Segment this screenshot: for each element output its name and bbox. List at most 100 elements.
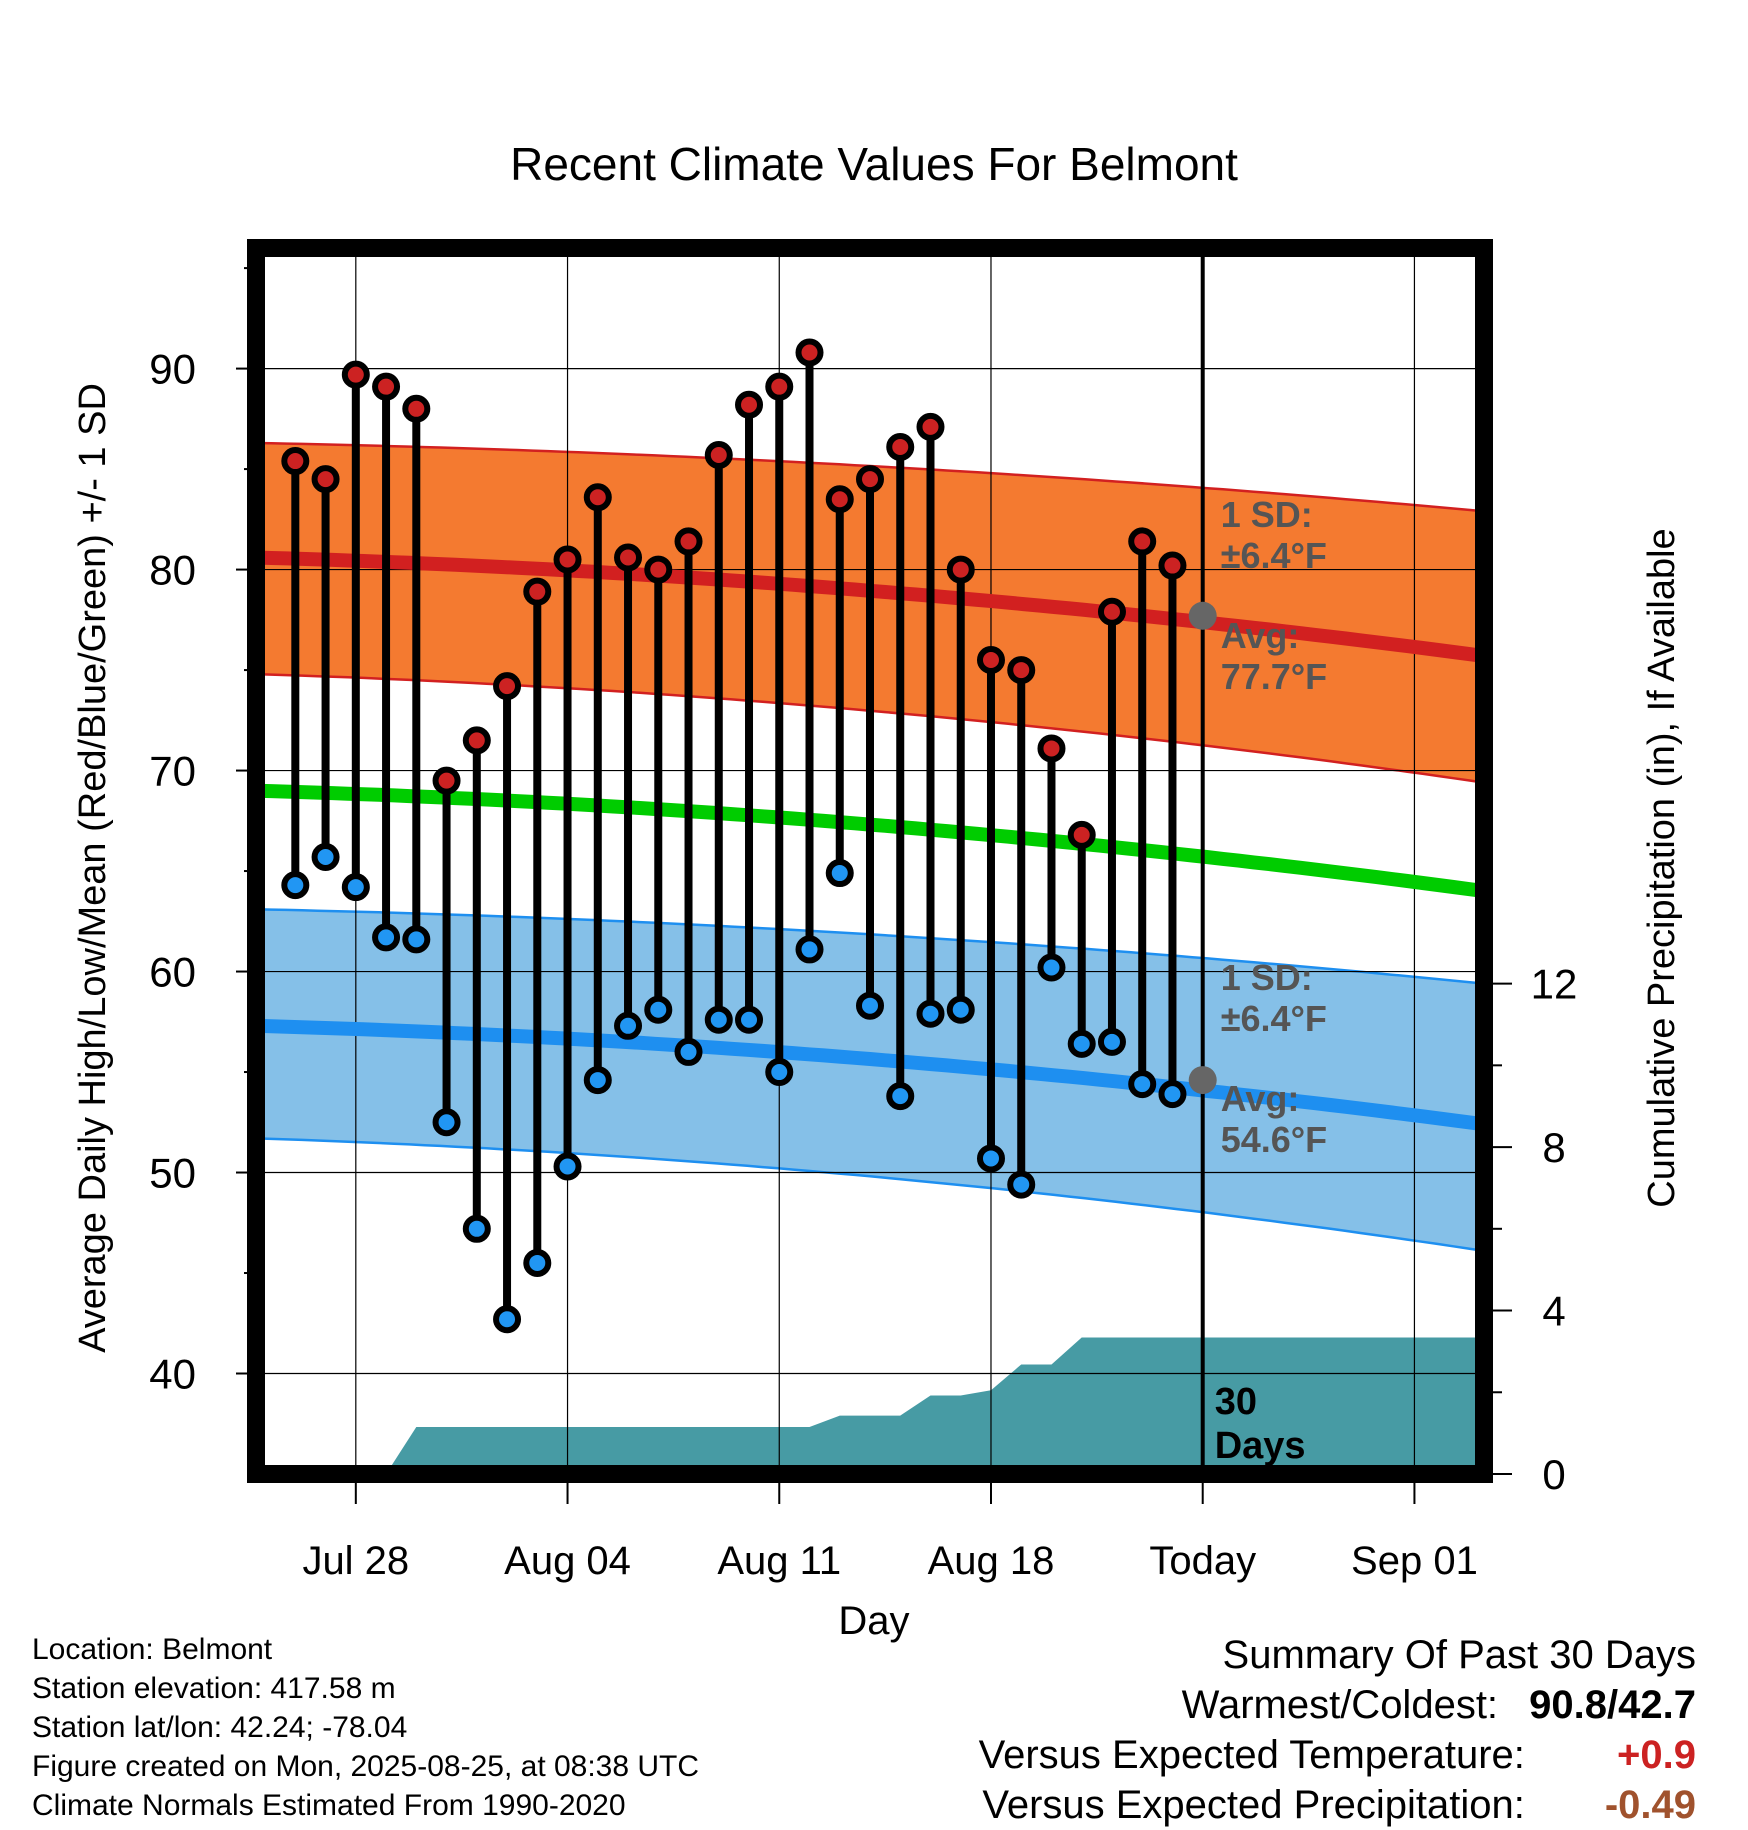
daily-high-point [614, 543, 643, 572]
high-avg-value: 77.7°F [1221, 656, 1327, 697]
latlon-text: Station lat/lon: 42.24; -78.04 [32, 1711, 408, 1744]
daily-low-point [583, 1066, 612, 1095]
daily-low-point [1128, 1070, 1157, 1099]
daily-low-point [311, 842, 340, 871]
precip-value: -0.49 [1604, 1783, 1696, 1827]
daily-low-point [825, 859, 854, 888]
daily-high-point [583, 483, 612, 512]
low-avg-marker [1188, 1066, 1217, 1095]
precip-area [386, 1337, 1484, 1474]
daily-low-point [1067, 1029, 1096, 1058]
days-count-label: 30 [1215, 1381, 1257, 1423]
daily-low-point [372, 923, 401, 952]
daily-low-point [886, 1082, 915, 1111]
daily-high-point [704, 441, 733, 470]
normals-text: Climate Normals Estimated From 1990-2020 [32, 1789, 626, 1822]
daily-high-point [674, 527, 703, 556]
high-avg-marker [1188, 601, 1217, 630]
daily-low-point [795, 935, 824, 964]
temp-value: +0.9 [1617, 1733, 1696, 1777]
daily-high-point [795, 338, 824, 367]
daily-high-point [1097, 597, 1126, 626]
daily-high-point [1037, 734, 1066, 763]
low-sd-value: ±6.4°F [1221, 998, 1327, 1039]
elevation-text: Station elevation: 417.58 m [32, 1672, 396, 1705]
warm-cold-value: 90.8/42.7 [1529, 1683, 1696, 1727]
low-sd-lower-edge [256, 1137, 1484, 1253]
daily-low-point [644, 995, 673, 1024]
low-sd-band [256, 909, 1484, 1251]
summary-temp: Versus Expected Temperature: +0.9 [979, 1730, 1696, 1780]
daily-low-point [1007, 1170, 1036, 1199]
y2-axis-label: Cumulative Precipitation (in), If Availa… [1641, 528, 1683, 1207]
station-info: Location: Belmont Station elevation: 417… [32, 1630, 699, 1825]
days-unit-label: Days [1215, 1425, 1306, 1467]
daily-high-point [644, 555, 673, 584]
daily-high-point [281, 447, 310, 476]
daily-high-point [1067, 820, 1096, 849]
y2-tick-label: 8 [1542, 1124, 1565, 1171]
daily-high-point [432, 766, 461, 795]
y2-tick-label: 12 [1531, 961, 1578, 1008]
created-text: Figure created on Mon, 2025-08-25, at 08… [32, 1750, 700, 1783]
daily-high-point [462, 726, 491, 755]
summary-title: Summary Of Past 30 Days [1222, 1633, 1696, 1677]
x-tick-label: Jul 28 [302, 1539, 409, 1583]
low-avg-title: Avg: [1221, 1078, 1300, 1119]
chart-title: Recent Climate Values For Belmont [510, 138, 1238, 190]
y2-tick-label: 4 [1542, 1288, 1565, 1335]
x-tick-label: Aug 18 [928, 1539, 1055, 1583]
y2-tick-label: 0 [1542, 1451, 1565, 1498]
summary-warm-cold: Warmest/Coldest: 90.8/42.7 [979, 1680, 1696, 1730]
daily-low-point [432, 1108, 461, 1137]
summary-precip: Versus Expected Precipitation: -0.49 [979, 1780, 1696, 1830]
y-axis-label: Average Daily High/Low/Mean (Red/Blue/Gr… [72, 383, 114, 1353]
daily-high-point [523, 577, 552, 606]
daily-high-point [976, 646, 1005, 675]
daily-low-point [674, 1037, 703, 1066]
daily-low-point [916, 999, 945, 1028]
daily-low-point [493, 1305, 522, 1334]
low-sd-title: 1 SD: [1221, 957, 1313, 998]
daily-low-point [523, 1248, 552, 1277]
y-tick-label: 40 [149, 1351, 196, 1398]
daily-low-point [402, 925, 431, 954]
daily-high-point [735, 390, 764, 419]
y-tick-label: 50 [149, 1150, 196, 1197]
x-tick-label: Aug 11 [717, 1539, 841, 1583]
daily-high-point [311, 465, 340, 494]
daily-low-point [946, 995, 975, 1024]
daily-low-point [765, 1058, 794, 1087]
precip-label: Versus Expected Precipitation: [982, 1783, 1525, 1827]
daily-low-point [704, 1005, 733, 1034]
x-tick-label: Today [1149, 1539, 1256, 1583]
y-tick-label: 70 [149, 748, 196, 795]
daily-low-point [553, 1152, 582, 1181]
daily-high-point [372, 372, 401, 401]
y-tick-label: 90 [149, 346, 196, 393]
warm-cold-label: Warmest/Coldest: [1181, 1683, 1499, 1727]
x-tick-label: Aug 04 [504, 1539, 631, 1583]
low-avg-value: 54.6°F [1221, 1119, 1327, 1160]
daily-high-point [402, 394, 431, 423]
high-avg-title: Avg: [1221, 615, 1300, 656]
daily-high-point [493, 672, 522, 701]
daily-high-point [765, 372, 794, 401]
daily-high-point [341, 360, 370, 389]
high-sd-value: ±6.4°F [1221, 535, 1327, 576]
daily-low-point [735, 1005, 764, 1034]
normal-low-line [256, 1018, 1484, 1132]
daily-high-point [856, 465, 884, 494]
x-axis-label: Day [838, 1599, 909, 1643]
daily-low-point [1158, 1080, 1187, 1109]
daily-low-point [614, 1011, 643, 1040]
daily-high-point [825, 485, 854, 514]
daily-low-point [1037, 953, 1066, 982]
summary-panel: Summary Of Past 30 Days Warmest/Coldest:… [979, 1630, 1696, 1830]
daily-low-point [856, 991, 884, 1020]
daily-high-point [886, 432, 915, 461]
high-sd-title: 1 SD: [1221, 494, 1313, 535]
